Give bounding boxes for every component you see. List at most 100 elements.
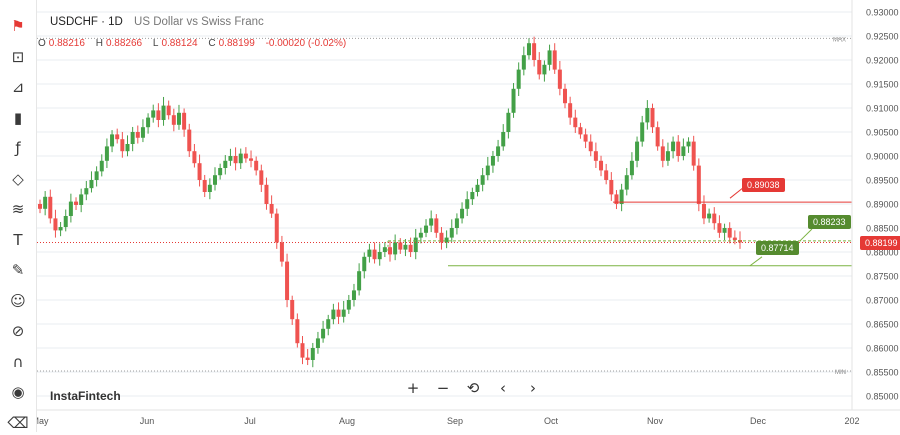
candle-body [130, 132, 135, 144]
resistance-label: 0.89038 [742, 178, 785, 192]
candle-body [269, 204, 274, 214]
candle-body [418, 232, 423, 238]
candle-body [691, 141, 696, 166]
text-icon[interactable]: T [13, 230, 23, 249]
candle-body [84, 188, 89, 195]
candle-body [279, 242, 284, 262]
flag-icon[interactable]: ⚑ [11, 17, 25, 35]
candle-body [640, 122, 645, 142]
candle-body [547, 50, 552, 65]
candle-body [382, 247, 387, 252]
scroll-back-button[interactable]: ‹ [500, 379, 506, 397]
candle-body [89, 180, 94, 189]
ruler-icon[interactable]: ⊘ [11, 322, 25, 340]
y-tick-label: 0.88500 [866, 224, 899, 234]
candle-body [68, 201, 73, 216]
candle-body [125, 144, 130, 152]
candle-body [213, 175, 217, 185]
eye-icon[interactable]: ◉ [11, 383, 25, 401]
candle-body [274, 213, 279, 243]
candle-body [573, 117, 578, 128]
candle-body [388, 247, 392, 255]
reset-button[interactable]: ⟲ [466, 379, 480, 397]
y-tick-label: 0.93000 [866, 8, 899, 18]
candle-body [583, 134, 588, 142]
open-value: 0.88216 [48, 38, 85, 49]
brush-icon[interactable]: ✎ [11, 261, 25, 279]
candle-body [712, 213, 717, 224]
candle-body [372, 249, 377, 260]
candle-body [254, 160, 259, 171]
axes: 0.93000 0.92500 0.92000 0.91500 0.91000 0.905… [0, 0, 900, 426]
candle-body [521, 55, 526, 70]
candle-body [300, 343, 305, 358]
candle-body [650, 108, 655, 128]
y-tick-label: 0.88000 [866, 248, 899, 258]
candle-body [490, 156, 495, 166]
candle-body [218, 168, 223, 176]
candle-body [614, 194, 619, 204]
candle-body [187, 129, 192, 152]
fib-icon[interactable]: ≋ [11, 200, 25, 218]
candles [38, 36, 742, 368]
candle-body [351, 290, 356, 300]
candle-body [665, 151, 670, 161]
max-marker-label: MAX [833, 37, 846, 43]
candle-body [367, 249, 372, 257]
x-tick-label: Sep [447, 416, 463, 426]
candle-body [671, 141, 676, 152]
candle-body [202, 180, 207, 192]
candle-body [285, 261, 290, 300]
candle-body [321, 328, 326, 339]
candle-body [171, 115, 176, 125]
candle-body [722, 228, 727, 233]
candles-icon[interactable]: ▮ [13, 108, 23, 127]
trash-icon[interactable]: ⌫ [7, 413, 29, 432]
candle-body [593, 151, 598, 161]
smiley-icon[interactable]: ☺ [10, 291, 26, 310]
shape-icon[interactable]: ◇ [12, 169, 24, 188]
candle-body [485, 165, 490, 176]
candle-body [290, 300, 295, 320]
chart-navigation: + − ⟲ ‹ › [398, 374, 548, 402]
pivot-leader [799, 228, 813, 242]
candle-body [362, 256, 367, 272]
candle-body [686, 141, 691, 147]
candle-body [166, 105, 171, 116]
candle-body [377, 252, 382, 260]
cursor-icon[interactable]: ⊿ [11, 78, 25, 96]
candle-body [470, 192, 475, 200]
candle-body [115, 134, 120, 140]
support-label: 0.87714 [756, 241, 799, 255]
candle-body [233, 156, 238, 164]
candle-body [357, 271, 362, 291]
fx-icon[interactable]: ƒ [15, 139, 21, 157]
y-tick-label: 0.90500 [866, 128, 899, 138]
candle-body [511, 88, 516, 113]
y-tick-label: 0.85500 [866, 368, 899, 378]
candle-body [161, 105, 166, 120]
x-tick-label: Nov [647, 416, 664, 426]
candle-body [701, 204, 706, 219]
pivot-label: 0.88233 [808, 215, 851, 229]
candle-body [156, 110, 161, 120]
candle-body [465, 199, 470, 209]
x-tick-label: Oct [544, 416, 559, 426]
candle-body [460, 208, 465, 219]
zoom-out-button[interactable]: − [436, 379, 450, 397]
candle-body [604, 170, 609, 180]
candle-body [717, 223, 722, 233]
candle-body [624, 175, 629, 190]
candle-body [48, 196, 53, 219]
candle-body [609, 180, 614, 195]
candle-body [74, 201, 79, 205]
low-value: 0.88124 [161, 38, 198, 49]
magnet-icon[interactable]: ∩ [12, 352, 24, 371]
expand-icon[interactable]: ⊡ [11, 47, 25, 66]
zoom-in-button[interactable]: + [406, 379, 420, 397]
scroll-forward-button[interactable]: › [530, 379, 536, 397]
candle-body [331, 309, 336, 320]
candle-body [707, 213, 712, 219]
symbol-label[interactable]: USDCHF · 1D [50, 16, 123, 28]
